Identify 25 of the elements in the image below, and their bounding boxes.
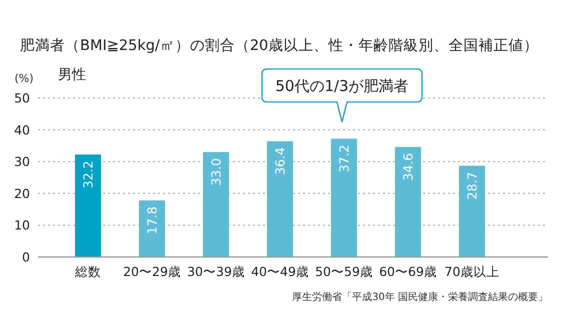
xtick: 60〜69歳 — [379, 264, 437, 279]
annotation: 50代の1/3が肥満者 — [275, 77, 409, 95]
ytick: 50 — [14, 90, 30, 106]
xtick: 20〜29歳 — [123, 264, 181, 279]
value-label: 36.4 — [272, 147, 288, 176]
value-label: 17.8 — [144, 206, 160, 234]
ytick: 40 — [14, 122, 30, 138]
value-label: 28.7 — [464, 172, 480, 200]
ylabel: (%) — [14, 72, 34, 85]
value-label: 32.2 — [80, 160, 96, 188]
subtitle: 男性 — [58, 67, 86, 83]
xtick: 40〜49歳 — [251, 264, 309, 279]
xtick: 50〜59歳 — [315, 264, 373, 279]
xtick: 30〜39歳 — [187, 264, 245, 279]
xtick: 総数 — [75, 264, 101, 279]
ytick: 20 — [14, 186, 30, 201]
ytick: 0 — [22, 250, 30, 264]
xtick: 70歳以上 — [444, 264, 500, 279]
ytick: 30 — [14, 154, 30, 170]
value-label: 34.6 — [400, 152, 416, 181]
ytick: 10 — [14, 218, 30, 233]
value-label: 33.0 — [208, 158, 224, 186]
source: 厚生労働省「平成30年 国民健康・栄養調査結果の概要」 — [292, 292, 548, 303]
title: 肥満者（BMI≧25kg/㎡）の割合（20歳以上、性・年齢階級別、全国補正値） — [20, 38, 538, 54]
value-label: 37.2 — [336, 144, 352, 173]
